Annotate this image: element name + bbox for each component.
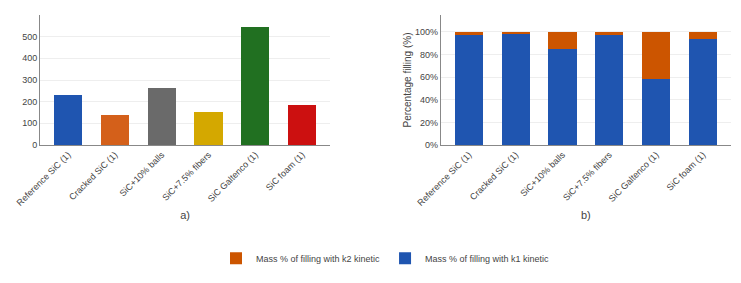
svg-text:SiC+10% balls: SiC+10% balls (518, 149, 567, 198)
svg-text:Mass % of filling with k2 kine: Mass % of filling with k2 kinetic (256, 254, 380, 264)
svg-text:80%: 80% (420, 50, 438, 60)
svg-text:20%: 20% (420, 118, 438, 128)
svg-text:0%: 0% (425, 140, 438, 150)
svg-text:SiC Galtenco (1): SiC Galtenco (1) (607, 150, 661, 204)
svg-text:Percentage filling (%): Percentage filling (%) (402, 32, 413, 127)
svg-text:0: 0 (32, 140, 37, 150)
svg-text:400: 400 (22, 53, 37, 63)
svg-text:Cracked SiC (1): Cracked SiC (1) (67, 150, 119, 202)
svg-text:SiC foam (1): SiC foam (1) (264, 150, 307, 193)
svg-text:100%: 100% (415, 27, 438, 37)
svg-text:Reference SiC (1): Reference SiC (1) (15, 150, 73, 208)
svg-text:500: 500 (22, 32, 37, 42)
svg-text:Reference SiC (1): Reference SiC (1) (415, 150, 473, 208)
svg-text:300: 300 (22, 75, 37, 85)
svg-text:SiC Galtenco (1): SiC Galtenco (1) (206, 150, 260, 204)
svg-text:Cracked SiC (1): Cracked SiC (1) (468, 150, 520, 202)
svg-text:SiC+7.5% fibers: SiC+7.5% fibers (561, 149, 614, 202)
svg-text:SiC foam (1): SiC foam (1) (665, 150, 708, 193)
svg-text:SiC+7.5% fibers: SiC+7.5% fibers (160, 149, 213, 202)
svg-text:200: 200 (22, 97, 37, 107)
svg-text:40%: 40% (420, 95, 438, 105)
svg-text:100: 100 (22, 118, 37, 128)
svg-text:Mass % of filling with k1 kine: Mass % of filling with k1 kinetic (425, 254, 549, 264)
svg-text:60%: 60% (420, 72, 438, 82)
svg-text:b): b) (581, 209, 591, 221)
svg-text:a): a) (180, 209, 190, 221)
svg-text:SiC+10% balls: SiC+10% balls (118, 149, 167, 198)
